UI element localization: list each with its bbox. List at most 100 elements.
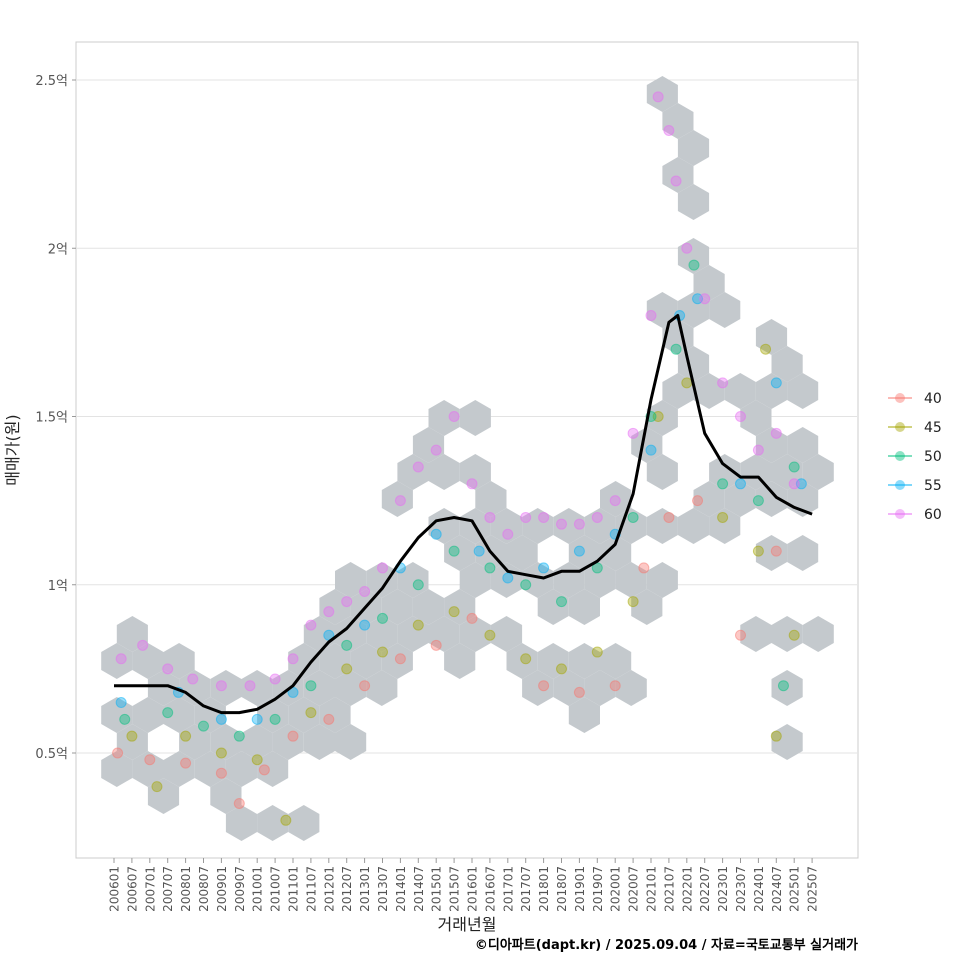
x-tick-label: 201401 <box>394 866 408 912</box>
data-point-55 <box>215 713 227 725</box>
data-point-40 <box>770 545 782 557</box>
footer-credit: ©디아파트(dapt.kr) / 2025.09.04 / 자료=국토교통부 실… <box>474 938 858 953</box>
hexbin <box>506 643 538 679</box>
hexbin <box>490 562 523 598</box>
data-point-45 <box>717 511 729 523</box>
data-point-45 <box>412 619 424 631</box>
hexbin <box>677 184 710 220</box>
hexbin <box>101 751 133 787</box>
data-point-60 <box>359 585 371 597</box>
data-point-60 <box>717 377 729 389</box>
data-point-45 <box>752 545 764 557</box>
data-point-45 <box>377 646 388 658</box>
x-tick-label: 202207 <box>698 866 712 912</box>
data-point-60 <box>735 411 746 422</box>
x-tick-label: 200607 <box>125 866 139 912</box>
hexbin <box>771 616 803 652</box>
legend-label-45: 45 <box>924 420 942 436</box>
hexbin <box>522 508 554 544</box>
hexbin <box>537 589 569 625</box>
data-point-55 <box>502 572 514 584</box>
data-point-45 <box>126 730 138 742</box>
data-point-60 <box>430 444 442 456</box>
hexbin <box>677 130 710 166</box>
hexbin <box>272 724 304 760</box>
data-point-50 <box>412 579 424 591</box>
data-point-45 <box>215 747 227 759</box>
hexbin <box>366 616 398 652</box>
hexbin <box>755 427 788 463</box>
x-tick-label: 202107 <box>662 866 676 912</box>
data-point-40 <box>538 680 550 692</box>
data-point-60 <box>652 91 664 103</box>
data-point-50 <box>788 461 800 473</box>
data-point-40 <box>112 747 124 759</box>
data-point-50 <box>305 680 317 692</box>
data-point-60 <box>681 242 693 254</box>
data-point-60 <box>591 511 603 523</box>
data-point-55 <box>770 377 782 389</box>
data-point-50 <box>627 511 639 523</box>
hexbin <box>225 805 258 841</box>
data-point-50 <box>119 713 131 725</box>
data-point-50 <box>520 579 532 591</box>
data-point-40 <box>144 754 156 766</box>
data-point-40 <box>609 680 621 692</box>
data-point-60 <box>394 495 406 507</box>
x-tick-label: 200707 <box>161 866 175 912</box>
hexbin <box>724 373 756 409</box>
data-point-50 <box>233 730 245 742</box>
data-point-60 <box>341 596 353 608</box>
x-tick-label: 200601 <box>108 866 122 912</box>
hexbin <box>646 562 678 598</box>
data-point-40 <box>638 562 650 574</box>
hexbin <box>771 724 803 760</box>
data-point-50 <box>591 562 603 574</box>
data-point-45 <box>591 646 603 658</box>
legend-label-50: 50 <box>924 449 942 465</box>
data-point-40 <box>323 713 335 725</box>
hexbin <box>194 751 226 787</box>
data-point-55 <box>251 713 263 725</box>
data-point-50 <box>688 259 700 271</box>
hexbin <box>537 643 569 679</box>
data-point-45 <box>341 663 353 675</box>
hexbin <box>303 670 335 706</box>
hexbin <box>444 643 476 679</box>
hexbin <box>631 589 663 625</box>
data-point-50 <box>556 596 567 608</box>
hexbin <box>709 292 741 328</box>
data-point-45 <box>305 707 317 719</box>
hexbin <box>615 670 647 706</box>
data-point-60 <box>244 680 256 692</box>
data-point-40 <box>430 639 442 651</box>
hexbin <box>179 670 211 706</box>
x-tick-label: 201907 <box>591 866 605 912</box>
x-tick-label: 200801 <box>179 866 193 912</box>
data-point-55 <box>430 528 442 540</box>
data-point-40 <box>258 764 270 776</box>
hexbin <box>755 481 788 517</box>
data-point-60 <box>752 444 764 456</box>
x-tick-label: 201507 <box>448 866 462 912</box>
y-axis-label: 매매가(원) <box>3 414 22 485</box>
data-point-40 <box>394 653 406 665</box>
data-point-50 <box>162 707 174 719</box>
data-point-60 <box>215 680 227 692</box>
hexbin <box>677 238 710 274</box>
hexbin <box>771 670 803 706</box>
legend-marker-45 <box>895 422 905 432</box>
hexbin <box>147 670 180 706</box>
x-axis-label: 거래년월 <box>438 915 497 934</box>
hexbin <box>257 751 289 787</box>
x-tick-label: 201201 <box>322 866 336 912</box>
x-tick-label: 201101 <box>287 866 301 912</box>
hexbin <box>490 508 523 544</box>
hexbin <box>412 589 445 625</box>
data-point-55 <box>359 619 371 631</box>
data-point-60 <box>788 478 800 490</box>
data-point-60 <box>627 427 639 439</box>
x-tick-label: 201007 <box>269 866 283 912</box>
hexbin <box>116 724 148 760</box>
x-tick-label: 201801 <box>537 866 551 912</box>
